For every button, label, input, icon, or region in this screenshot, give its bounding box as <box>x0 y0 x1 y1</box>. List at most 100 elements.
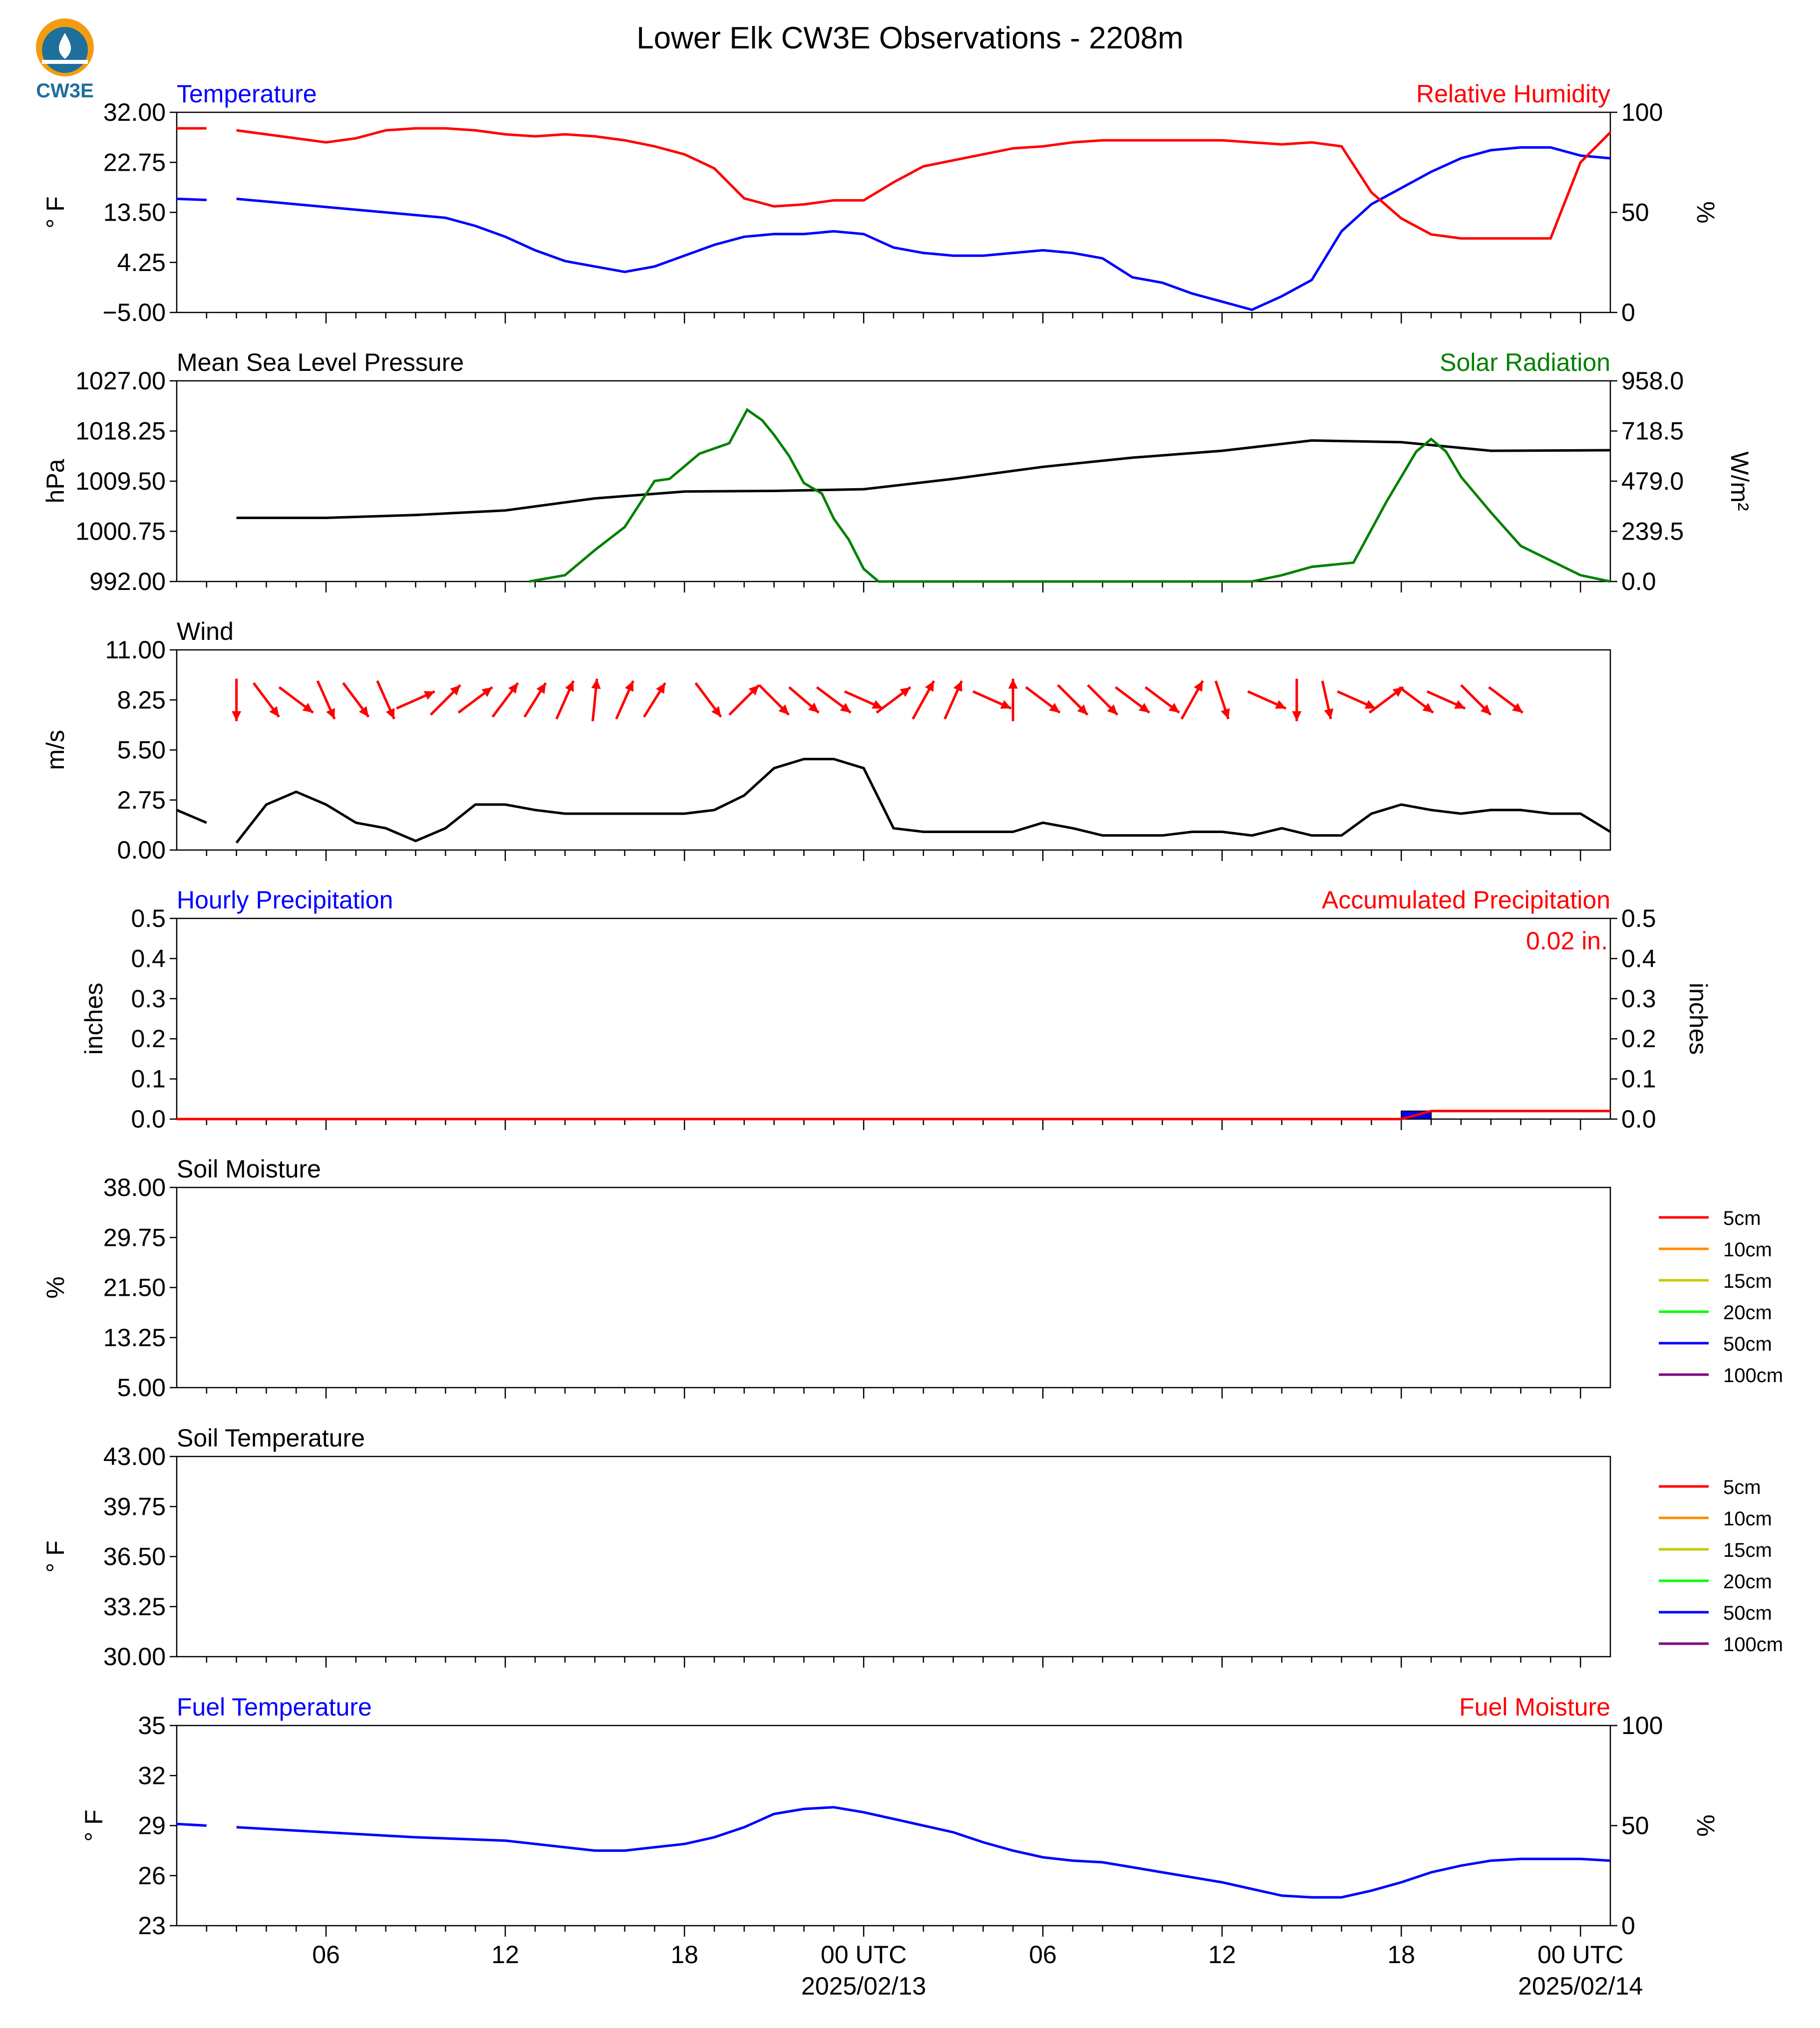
precip-ytick-label: 0.1 <box>131 1065 166 1093</box>
wind-arrow-head <box>1168 703 1180 713</box>
wind-arrow-head <box>1008 678 1018 689</box>
pres-ytick-right-label: 479.0 <box>1621 467 1684 495</box>
soilt-legend-label: 5cm <box>1723 1476 1761 1498</box>
soilt-ytick-label: 36.50 <box>103 1543 166 1571</box>
panel-temp: Temperature Relative Humidity 32.00 22.75 13… <box>41 80 1720 326</box>
soilm-legend-label: 100cm <box>1723 1365 1783 1387</box>
fuel-series-line <box>176 1806 1611 1899</box>
panel-precip: Hourly Precipitation Accumulated Precipit… <box>80 886 1712 1133</box>
pres-ytick-label: 1009.50 <box>75 467 166 495</box>
temp-series-line <box>177 127 1611 240</box>
wind-left-title: Wind <box>177 617 234 645</box>
wind-arrow-head <box>1454 700 1466 709</box>
temp-ylabel-right: % <box>1692 201 1720 223</box>
fuel-ytick-label: 29 <box>138 1812 166 1840</box>
wind-arrow-head <box>840 703 851 713</box>
wind-arrow-head <box>1292 711 1302 721</box>
soilm-ylabel: % <box>41 1276 69 1298</box>
pres-ytick-label: 992.00 <box>89 568 166 595</box>
precip-ytick-right-label: 0.2 <box>1621 1025 1656 1053</box>
wind-arrow-head <box>1324 708 1334 719</box>
wind-arrow-head <box>1220 708 1230 719</box>
panel-soilt: Soil Temperature 43.00 39.75 36.50 33.25 30.0… <box>41 1424 1783 1671</box>
pres-left-title: Mean Sea Level Pressure <box>177 348 464 376</box>
soilt-legend-label: 100cm <box>1723 1634 1783 1656</box>
precip-right-title: Accumulated Precipitation <box>1322 886 1610 914</box>
precip-ytick-label: 0.3 <box>131 985 166 1013</box>
xtick-label: 12 <box>1208 1941 1236 1969</box>
pres-right-title: Solar Radiation <box>1440 348 1610 376</box>
pres-ytick-label: 1000.75 <box>75 518 166 546</box>
wind-arrow-head <box>232 711 242 721</box>
temp-ytick-label: 22.75 <box>103 148 166 176</box>
panels-layer: Temperature Relative Humidity 32.00 22.75 13… <box>41 80 1783 2000</box>
precip-ytick-right-label: 0.3 <box>1621 985 1656 1013</box>
wind-arrow-head <box>778 704 789 715</box>
wind-arrow-head <box>1000 700 1011 709</box>
soilt-ytick-label: 30.00 <box>103 1643 166 1671</box>
precip-left-title: Hourly Precipitation <box>177 886 393 914</box>
xtick-label: 18 <box>1387 1941 1415 1969</box>
xtick-label: 06 <box>312 1941 340 1969</box>
precip-ytick-right-label: 0.1 <box>1621 1065 1656 1093</box>
xtick-label: 00 UTC <box>1537 1941 1623 1969</box>
temp-ytick-label: 4.25 <box>117 249 166 277</box>
xtick-label: 00 UTC <box>821 1941 907 1969</box>
wind-arrow-head <box>1422 703 1434 713</box>
precip-ytick-right-label: 0.4 <box>1621 944 1656 972</box>
fuel-left-title: Fuel Temperature <box>177 1693 372 1721</box>
precip-ytick-label: 0.0 <box>131 1105 166 1133</box>
soilt-ytick-label: 39.75 <box>103 1492 166 1520</box>
wind-arrow-head <box>302 703 313 713</box>
wind-arrow-head <box>1364 700 1376 709</box>
wind-arrow-head <box>386 708 395 719</box>
temp-ytick-label: 32.00 <box>103 98 166 126</box>
fuel-ytick-right-label: 50 <box>1621 1812 1649 1840</box>
logo-text: CW3E <box>36 80 94 102</box>
panel-soilm: Soil Moisture 38.00 29.75 21.50 13.25 5.00% 5c… <box>41 1155 1783 1402</box>
wind-arrow-head <box>1512 703 1523 713</box>
soilm-legend-label: 10cm <box>1723 1239 1772 1261</box>
wind-arrow-head <box>872 700 883 709</box>
pres-ylabel-right: W/m² <box>1726 451 1754 511</box>
wind-arrow-head <box>481 687 493 697</box>
soilm-legend-label: 5cm <box>1723 1207 1761 1229</box>
pres-ytick-right-label: 0.0 <box>1621 568 1656 595</box>
wind-arrow-head <box>900 687 910 697</box>
pres-ytick-right-label: 718.5 <box>1621 417 1684 445</box>
panel-pres: Mean Sea Level Pressure Solar Radiation 10… <box>41 348 1754 595</box>
wind-ytick-label: 2.75 <box>117 786 166 814</box>
temp-ylabel: ° F <box>41 196 69 228</box>
wind-series-line <box>176 758 1611 844</box>
wind-arrow-head <box>1049 703 1060 713</box>
soilt-ylabel: ° F <box>41 1540 69 1572</box>
figure-title: Lower Elk CW3E Observations - 2208m <box>636 21 1184 55</box>
soilm-left-title: Soil Moisture <box>177 1155 321 1183</box>
fuel-right-title: Fuel Moisture <box>1459 1693 1610 1721</box>
temp-left-title: Temperature <box>177 80 317 108</box>
temp-ytick-label: 13.50 <box>103 199 166 227</box>
fuel-ytick-label: 32 <box>138 1761 166 1789</box>
xtick-label: 18 <box>670 1941 698 1969</box>
fuel-ylabel: ° F <box>80 1809 108 1841</box>
cw3e-logo: CW3E <box>36 18 94 102</box>
temp-series-line <box>176 146 1611 311</box>
soilt-legend-label: 15cm <box>1723 1539 1772 1561</box>
wind-arrow-head <box>1194 681 1203 692</box>
wind-arrow-head <box>953 681 962 692</box>
wind-arrow-head <box>565 681 574 692</box>
fuel-ytick-label: 35 <box>138 1712 166 1739</box>
wind-arrow-head <box>1480 704 1491 715</box>
wind-arrow-head <box>326 708 335 719</box>
precip-series-line <box>177 1110 1610 1121</box>
pres-ylabel: hPa <box>41 459 69 503</box>
pres-ytick-right-label: 958.0 <box>1621 367 1684 395</box>
pres-series-line <box>236 439 1611 519</box>
temp-ytick-label: −5.00 <box>102 298 166 326</box>
precip-ytick-label: 0.5 <box>131 904 166 932</box>
temp-ytick-right-label: 50 <box>1621 199 1649 227</box>
soilm-ytick-label: 38.00 <box>103 1173 166 1201</box>
wind-arrow-head <box>508 683 518 694</box>
temp-ytick-right-label: 0 <box>1621 298 1635 326</box>
soilt-ytick-label: 43.00 <box>103 1443 166 1470</box>
